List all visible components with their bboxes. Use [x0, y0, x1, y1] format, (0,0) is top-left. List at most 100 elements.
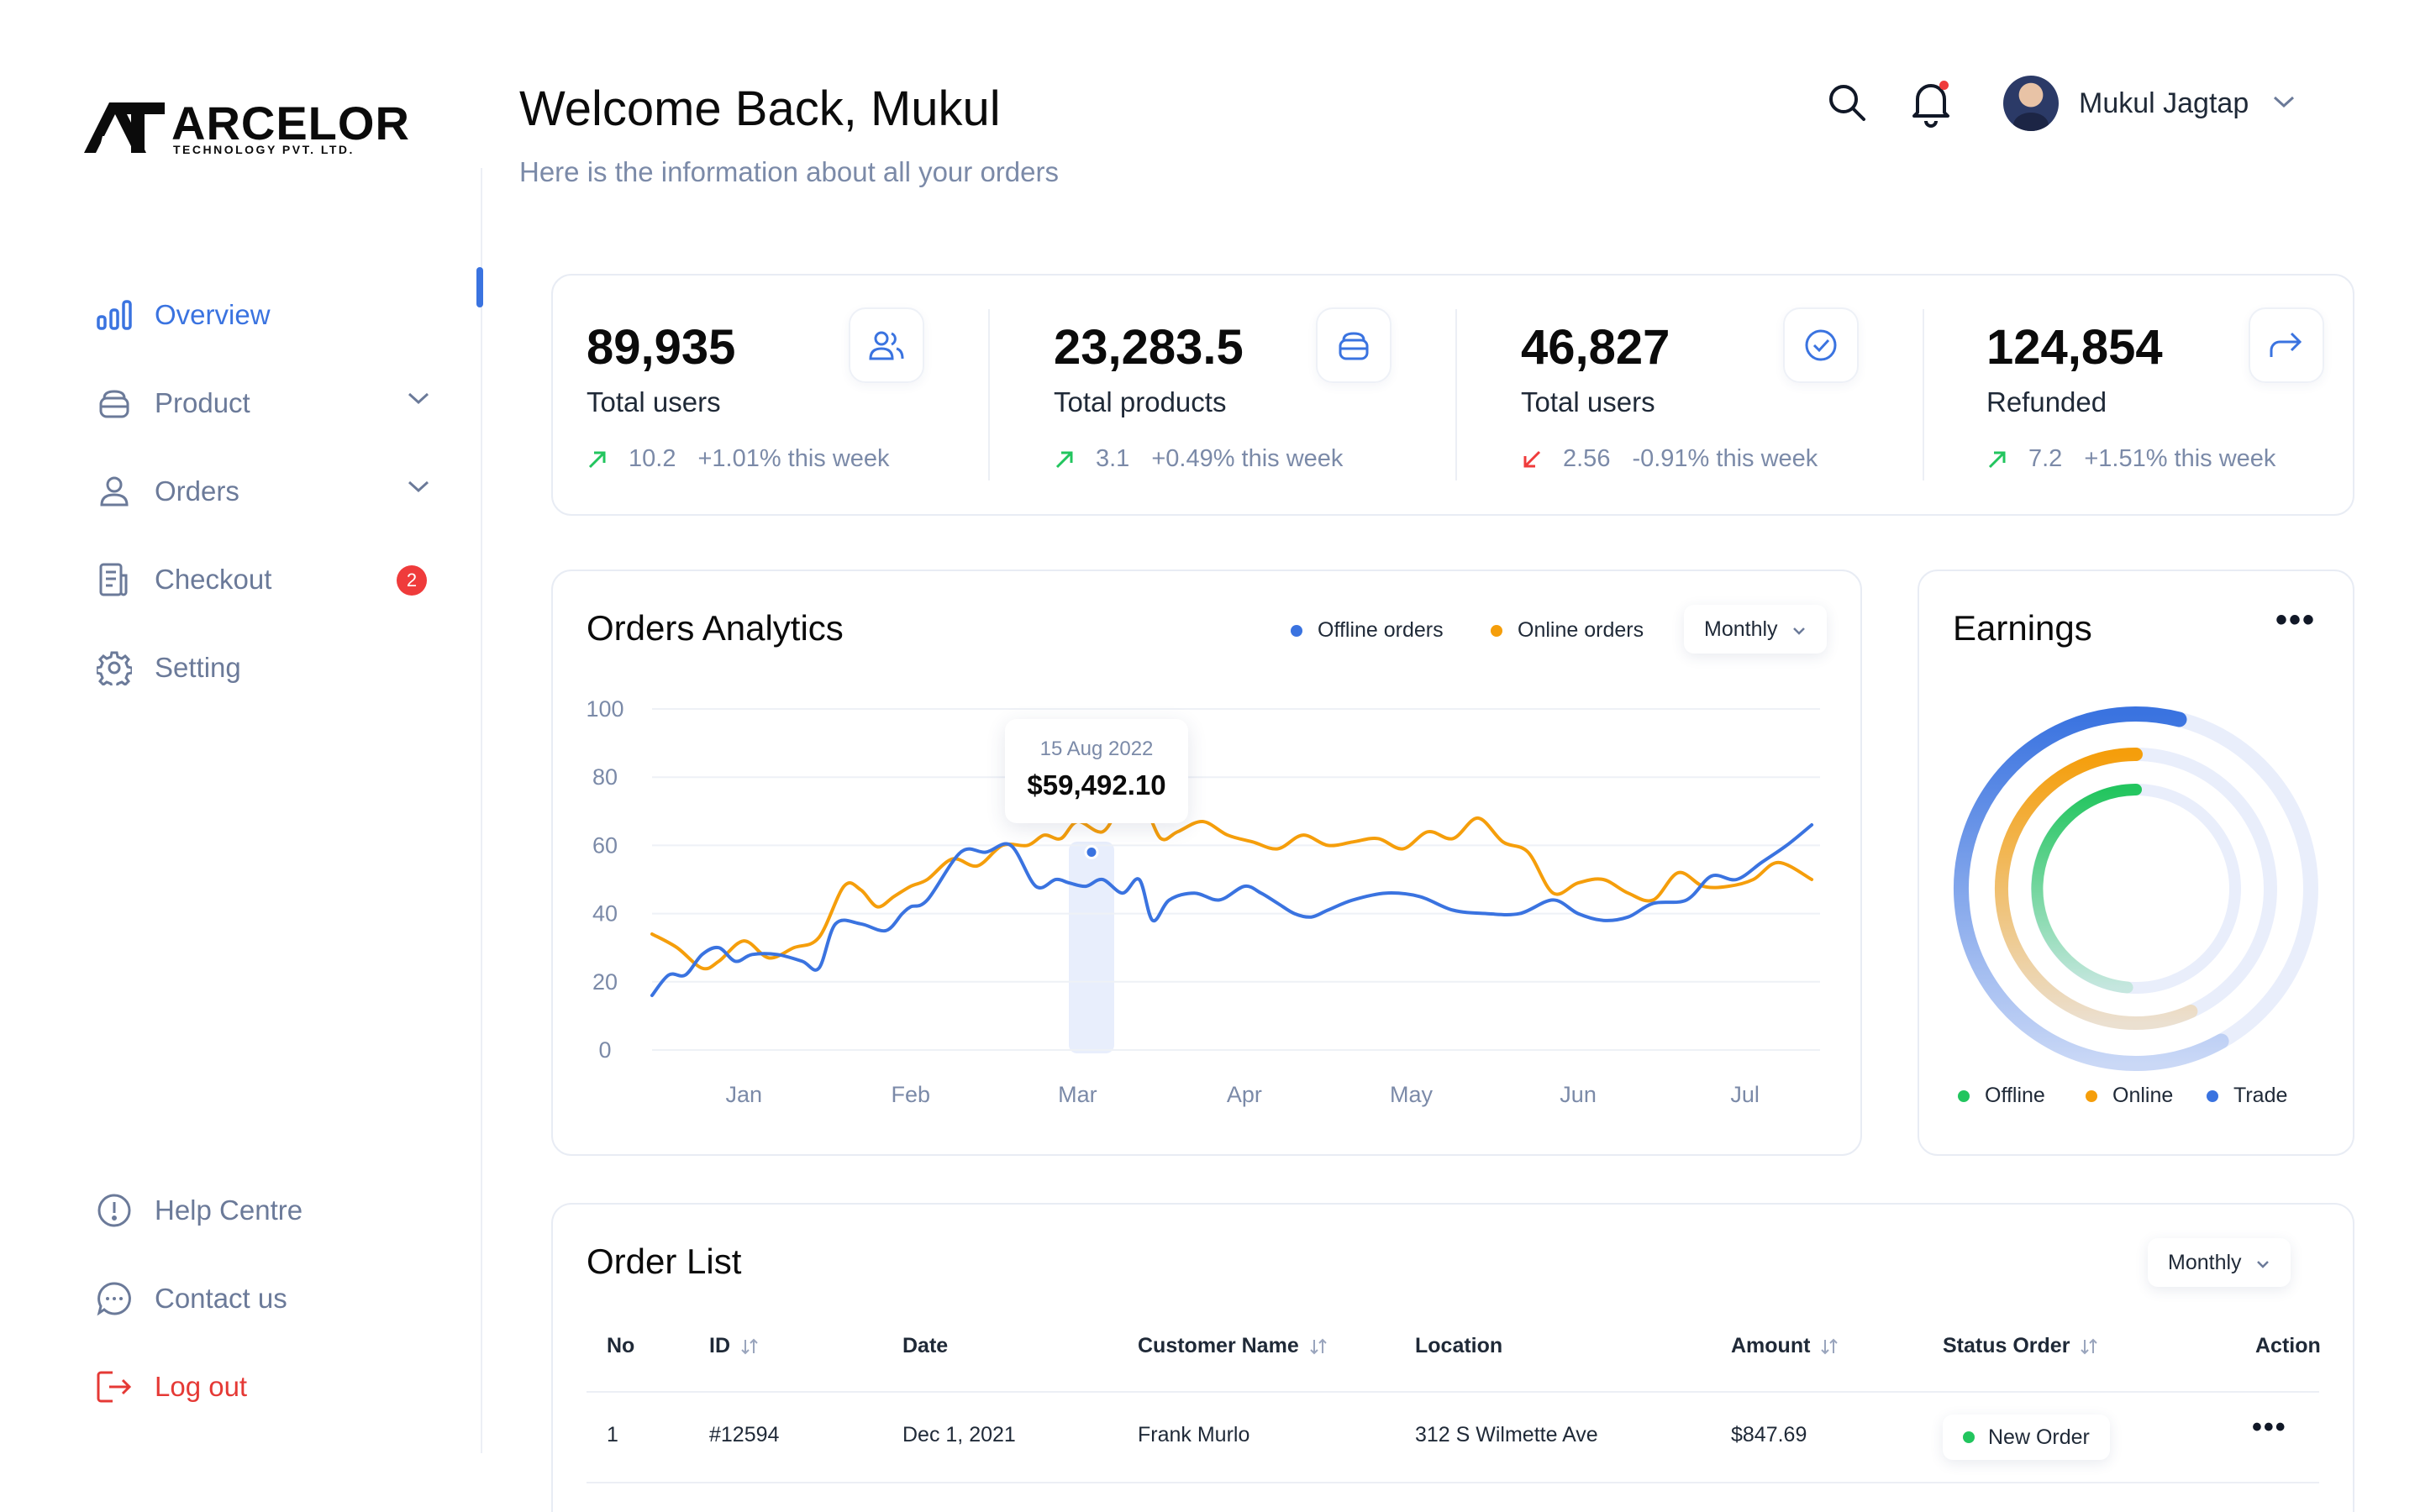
- dropdown-value: Monthly: [2168, 1250, 2242, 1274]
- chat-icon: [94, 1278, 134, 1319]
- stat-label: Total products: [1054, 386, 1227, 417]
- stat-value: 23,283.5: [1054, 320, 1244, 375]
- trend-value: 7.2: [2028, 445, 2063, 472]
- stat-trend: 3.1 +0.49% this week: [1054, 445, 1343, 473]
- sort-icon[interactable]: [1309, 1337, 1328, 1356]
- trend-value: 10.2: [629, 445, 676, 472]
- stat-total-users: 89,935 Total users 10.2 +1.01% this week: [553, 276, 1017, 517]
- stats-card: 89,935 Total users 10.2 +1.01% this week…: [551, 274, 2354, 516]
- more-options-icon[interactable]: •••: [2275, 601, 2317, 638]
- legend-online: Online orders: [1491, 618, 1644, 643]
- y-tick-label: 100: [586, 696, 623, 722]
- cell-date: Dec 1, 2021: [902, 1423, 1016, 1446]
- cell-no: 1: [607, 1423, 618, 1446]
- page-title: Welcome Back, Mukul: [519, 81, 1001, 136]
- sidebar: ARCELOR Technology Pvt. Ltd. Overview Pr…: [0, 0, 483, 1512]
- x-tick-label: May: [1390, 1082, 1434, 1107]
- sidebar-item-label: Checkout: [155, 563, 272, 595]
- sidebar-item-label: Overview: [155, 298, 271, 330]
- stat-divider: [988, 309, 990, 480]
- earnings-card: Earnings ••• Offline Online Trade: [1918, 570, 2354, 1156]
- column-header-amount[interactable]: Amount: [1731, 1334, 1839, 1358]
- sidebar-item-orders[interactable]: Orders: [94, 447, 430, 535]
- orders-analytics-card: Orders Analytics Offline orders Online o…: [551, 570, 1862, 1156]
- order-list-card: Order List Monthly No ID Date Customer N…: [551, 1203, 2354, 1512]
- status-dot: [1963, 1431, 1975, 1443]
- legend-dot: [1958, 1089, 1970, 1102]
- logout-icon: [94, 1367, 134, 1407]
- legend-offline: Offline: [1958, 1084, 2045, 1108]
- series-line-offline-orders: [650, 823, 1814, 998]
- legend-label: Online orders: [1518, 618, 1644, 642]
- status-badge: New Order: [1943, 1415, 2110, 1460]
- stat-label: Total users: [587, 386, 721, 417]
- sidebar-divider: [481, 168, 482, 1453]
- search-icon[interactable]: [1825, 81, 1869, 124]
- trend-percent: +1.51% this week: [2084, 445, 2276, 472]
- y-tick-label: 20: [592, 969, 618, 995]
- row-actions-icon[interactable]: •••: [2252, 1411, 2287, 1443]
- gear-icon: [94, 648, 134, 688]
- column-header-customer[interactable]: Customer Name: [1138, 1334, 1328, 1358]
- orders-line-chart[interactable]: 0 20 40 60 80 100 Jan Feb Mar Apr May Jun Jul: [553, 571, 1860, 1154]
- trend-percent: +0.49% this week: [1151, 445, 1344, 472]
- chevron-down-icon: [2255, 1251, 2270, 1275]
- stat-refunded: 124,854 Refunded 7.2 +1.51% this week: [1953, 276, 2417, 517]
- sidebar-item-overview[interactable]: Overview: [94, 270, 430, 359]
- trend-value: 3.1: [1096, 445, 1130, 472]
- x-tick-label: Jul: [1730, 1082, 1760, 1107]
- share-icon[interactable]: [2249, 307, 2324, 383]
- chart-tooltip: 15 Aug 2022 $59,492.10: [1005, 719, 1188, 823]
- sidebar-item-setting[interactable]: Setting: [94, 623, 430, 711]
- earnings-title: Earnings: [1953, 608, 2092, 648]
- sort-icon[interactable]: [2080, 1337, 2098, 1356]
- stat-value: 46,827: [1521, 320, 1670, 375]
- legend-dot: [1291, 624, 1302, 637]
- sort-icon[interactable]: [1820, 1337, 1839, 1356]
- sidebar-item-help-centre[interactable]: Help Centre: [94, 1166, 430, 1254]
- receipt-icon: [94, 559, 134, 600]
- stat-value: 89,935: [587, 320, 736, 375]
- legend-label: Online: [2112, 1084, 2174, 1107]
- analytics-title: Orders Analytics: [587, 608, 844, 648]
- y-tick-label: 80: [592, 764, 618, 790]
- x-tick-label: Apr: [1227, 1082, 1262, 1107]
- column-header-date: Date: [902, 1334, 949, 1357]
- sort-icon[interactable]: [740, 1337, 759, 1356]
- box-icon: [94, 383, 134, 423]
- sidebar-item-product[interactable]: Product: [94, 359, 430, 447]
- stat-trend: 7.2 +1.51% this week: [1986, 445, 2275, 473]
- stat-total-users-2: 46,827 Total users 2.56 -0.91% this week: [1487, 276, 1951, 517]
- period-dropdown[interactable]: Monthly: [2148, 1238, 2291, 1287]
- chevron-down-icon[interactable]: [407, 479, 430, 498]
- trend-value: 2.56: [1563, 445, 1611, 472]
- tooltip-value: $59,492.10: [1027, 769, 1166, 801]
- column-header-status[interactable]: Status Order: [1943, 1334, 2098, 1358]
- legend-offline: Offline orders: [1291, 618, 1444, 643]
- sidebar-item-checkout[interactable]: Checkout 2: [94, 535, 430, 623]
- column-header-id[interactable]: ID: [709, 1334, 759, 1358]
- sidebar-item-contact-us[interactable]: Contact us: [94, 1254, 430, 1342]
- secondary-nav: Help Centre Contact us Log out: [94, 1166, 430, 1431]
- x-tick-label: Mar: [1058, 1082, 1097, 1107]
- ring-arc-online: [1994, 748, 2198, 1030]
- table-divider: [587, 1482, 2319, 1483]
- bell-icon[interactable]: [1907, 77, 1954, 128]
- page-subtitle: Here is the information about all your o…: [519, 156, 1059, 187]
- highlight-point: [1084, 845, 1099, 860]
- brand-logo[interactable]: ARCELOR Technology Pvt. Ltd.: [84, 91, 409, 158]
- column-header-action: Action: [2255, 1334, 2321, 1357]
- sidebar-item-log-out[interactable]: Log out: [94, 1342, 430, 1431]
- check-circle-icon[interactable]: [1783, 307, 1859, 383]
- trend-up-icon: [1055, 451, 1073, 468]
- trend-up-icon: [1988, 451, 2006, 468]
- chevron-down-icon[interactable]: [407, 391, 430, 410]
- users-icon[interactable]: [849, 307, 924, 383]
- status-label: New Order: [1988, 1425, 2090, 1449]
- user-menu[interactable]: Mukul Jagtap: [2003, 74, 2296, 133]
- period-dropdown[interactable]: Monthly: [1684, 605, 1827, 654]
- brand-name: ARCELOR: [171, 97, 410, 150]
- box-icon[interactable]: [1316, 307, 1392, 383]
- sidebar-item-label: Log out: [155, 1370, 248, 1402]
- stat-trend: 2.56 -0.91% this week: [1521, 445, 1818, 473]
